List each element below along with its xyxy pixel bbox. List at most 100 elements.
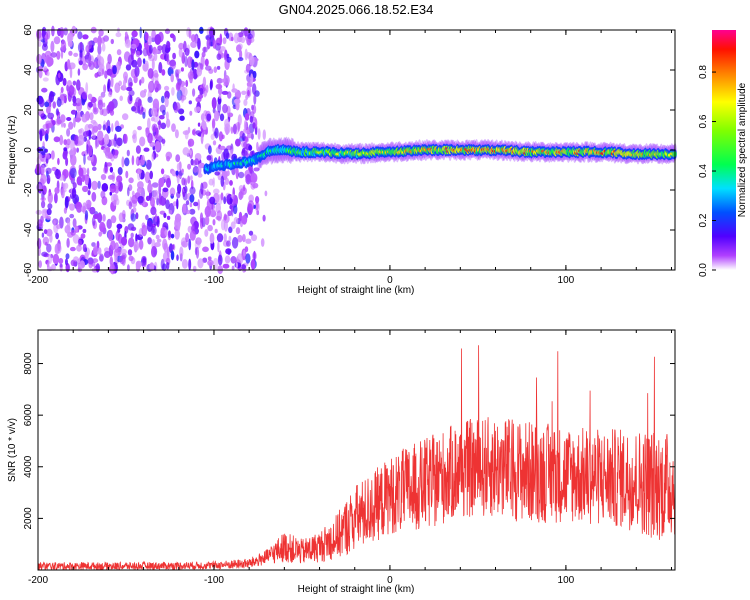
spectrogram-cell <box>150 226 157 236</box>
spectrogram-cell <box>166 262 170 270</box>
spectrogram-cell <box>164 28 171 35</box>
spectrogram-cell <box>235 262 238 269</box>
colorbar-label: Normalized spectral amplitude <box>737 82 748 217</box>
spectrogram-cell <box>248 230 254 236</box>
spectrogram-cell <box>249 55 255 67</box>
spectrogram-cell <box>75 201 82 210</box>
spectrogram-cell <box>193 201 199 207</box>
spectrogram-cell <box>104 251 111 258</box>
spectrogram-cell <box>189 208 196 215</box>
spectrogram-cell <box>155 49 159 54</box>
spectrogram-cell <box>204 229 209 237</box>
spectrogram-cell <box>72 218 77 228</box>
spectrogram-cell <box>193 61 199 68</box>
spectrogram-cell <box>83 131 89 138</box>
spectrogram-cell <box>247 200 255 212</box>
spectrogram-cell <box>144 32 149 41</box>
spectrogram-cell <box>112 149 119 159</box>
y-tick-label: 2000 <box>23 507 34 530</box>
spectrogram-cell <box>61 188 65 199</box>
spectrogram-cell <box>188 258 192 271</box>
spectrogram-cell <box>172 244 175 250</box>
spectrogram-cell <box>72 182 77 189</box>
spectrogram-cell <box>187 225 193 233</box>
spectrogram-cell <box>232 123 237 135</box>
spectrogram-cell <box>212 177 215 188</box>
spectrogram-cell <box>107 153 113 159</box>
spectrogram-cell <box>179 80 186 87</box>
spectrogram-cell <box>42 236 50 246</box>
spectrogram-cell <box>213 66 218 73</box>
spectrogram-cell <box>189 110 193 116</box>
spectrogram-cell <box>241 215 248 225</box>
spectrogram-cell <box>206 37 211 50</box>
y-tick-label: 6000 <box>23 404 34 427</box>
colorbar-ticks: 0.0 0.2 0.4 0.6 0.8 <box>698 65 716 277</box>
x-tick-label: -100 <box>204 275 224 286</box>
spectrogram-cell <box>179 246 184 258</box>
spectrogram-cell <box>38 153 43 160</box>
spectrogram-cell <box>51 150 55 160</box>
spectrogram-cell <box>207 224 213 232</box>
spectrogram-cell <box>165 151 173 160</box>
spectrogram-cell <box>97 180 101 189</box>
y-tick-label: -60 <box>23 262 34 277</box>
spectrogram-cell <box>194 158 200 166</box>
spectrogram-cell <box>135 260 142 268</box>
colorbar-tick-label: 0.4 <box>698 164 709 178</box>
spectrogram-cell <box>255 196 260 204</box>
spectrogram-cell <box>152 111 159 123</box>
spectrogram-cell <box>164 48 170 54</box>
spectrogram-cell <box>89 112 94 121</box>
spectrogram-cell <box>214 228 218 234</box>
spectrogram-cell <box>212 39 217 49</box>
spectrogram-cell <box>199 63 204 70</box>
spectrogram-cell <box>82 185 89 193</box>
spectrogram-cell <box>238 211 243 221</box>
spectrogram-cell <box>184 47 190 57</box>
spectrogram-cell <box>147 237 152 245</box>
spectrogram-cell <box>184 129 189 140</box>
spectrogram-cell <box>92 166 97 171</box>
spectrogram-cell <box>226 240 231 247</box>
spectrogram-cell <box>223 219 228 232</box>
spectrogram-cell <box>102 124 106 131</box>
spectrogram-cell <box>145 214 149 221</box>
spectrogram-cell <box>88 144 93 157</box>
spectrogram-cell <box>100 174 107 180</box>
spectrogram-cell <box>76 176 83 186</box>
spectrogram-cell <box>81 113 88 123</box>
spectrogram-cell <box>55 243 62 254</box>
spectrogram-cell <box>235 227 241 235</box>
spectrogram-cell <box>241 133 246 142</box>
spectrogram-cell <box>41 87 48 93</box>
spectrogram-cell <box>224 177 230 185</box>
spectrogram-cell <box>231 88 238 93</box>
spectrogram-cell <box>232 195 238 207</box>
spectrogram-cell <box>229 205 232 210</box>
spectrogram-cell <box>246 132 253 139</box>
spectrogram-cell <box>123 71 128 81</box>
spectrogram-cell <box>128 201 132 210</box>
y-tick-label: 0 <box>23 147 34 153</box>
spectrogram-cell <box>36 53 42 65</box>
spectrogram-cell <box>108 229 114 242</box>
spectrogram-cell <box>177 183 182 194</box>
spectrogram-cell <box>215 83 223 90</box>
spectrogram-cell <box>184 185 188 194</box>
y-tick-label: 8000 <box>23 352 34 375</box>
spectrogram-cell <box>114 251 118 263</box>
spectrogram-cell <box>135 234 140 240</box>
spectrogram-cell <box>59 134 64 146</box>
spectrogram-cell <box>216 53 222 60</box>
spectrogram-cell <box>224 255 231 264</box>
spectrogram-cell <box>115 32 122 38</box>
spectrogram-cell <box>243 27 249 37</box>
spectrogram-cell <box>222 37 227 45</box>
spectrogram-cell <box>165 111 169 121</box>
spectrogram-cell <box>130 232 134 238</box>
spectrogram-cell <box>81 98 86 106</box>
spectrogram-cell <box>128 177 134 184</box>
spectrogram-cell <box>176 254 179 261</box>
spectrogram-cell <box>195 246 200 259</box>
